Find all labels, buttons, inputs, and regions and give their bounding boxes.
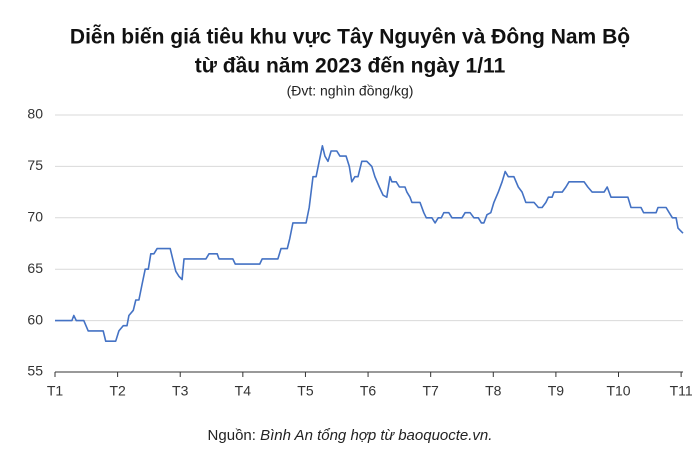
x-tick-label: T7 — [423, 383, 440, 399]
source-text: Bình An tổng hợp từ baoquocte.vn. — [260, 427, 492, 444]
y-tick-label: 60 — [27, 311, 43, 327]
x-tick-label: T6 — [360, 383, 377, 399]
x-tick-label: T3 — [172, 383, 189, 399]
x-tick-label: T5 — [297, 383, 314, 399]
x-tick-label: T2 — [109, 383, 126, 399]
source-prefix: Nguồn: — [208, 427, 256, 444]
y-tick-label: 75 — [27, 157, 43, 173]
y-tick-label: 65 — [27, 260, 43, 276]
line-series — [55, 145, 684, 342]
x-tick-label: T8 — [485, 383, 502, 399]
x-tick-label: T1 — [47, 383, 64, 399]
x-tick-label: T4 — [235, 383, 252, 399]
y-tick-label: 55 — [27, 363, 43, 379]
x-tick-label: T11 — [670, 383, 693, 399]
source: Nguồn: Bình An tổng hợp từ baoquocte.vn. — [208, 427, 493, 444]
chart-subtitle: (Đvt: nghìn đồng/kg) — [287, 83, 414, 99]
y-tick-label: 70 — [27, 209, 43, 225]
x-tick-label: T10 — [606, 383, 630, 399]
x-tick-label: T9 — [548, 383, 565, 399]
chart-title: từ đầu năm 2023 đến ngày 1/11 — [195, 55, 506, 78]
y-tick-label: 80 — [27, 106, 43, 122]
chart-title: Diễn biến giá tiêu khu vực Tây Nguyên và… — [70, 25, 630, 49]
